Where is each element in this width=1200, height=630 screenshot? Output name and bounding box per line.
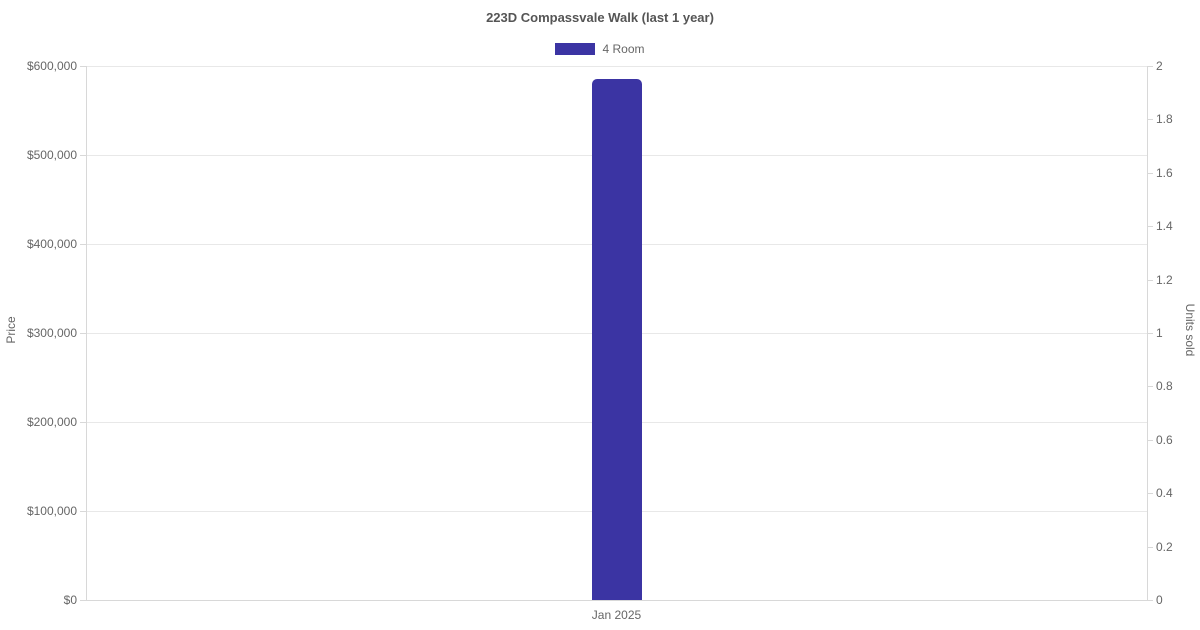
price-tick-label: $400,000 — [26, 237, 77, 251]
units-tick-label: 1.6 — [1156, 165, 1173, 180]
units-tick-mark — [1147, 600, 1153, 601]
price-tick-mark — [80, 511, 86, 512]
y-gridline — [86, 66, 1147, 67]
price-tick-mark — [80, 600, 86, 601]
price-tick-mark — [80, 333, 86, 334]
price-tick-label: $500,000 — [26, 148, 77, 162]
units-tick-mark — [1147, 226, 1153, 228]
legend-label-4-room: 4 Room — [602, 42, 645, 56]
units-tick-label: 1.2 — [1156, 272, 1173, 287]
units-tick-mark — [1147, 546, 1153, 548]
units-tick-mark — [1147, 66, 1153, 67]
chart-title: 223D Compassvale Walk (last 1 year) — [486, 10, 714, 25]
price-tick-mark — [80, 422, 86, 423]
price-tick-label: $200,000 — [26, 415, 77, 429]
units-tick-mark — [1147, 493, 1153, 495]
price-tick-label: $100,000 — [26, 504, 77, 518]
legend-swatch-4-room — [555, 43, 596, 55]
chart-legend: 4 Room — [0, 42, 1200, 56]
units-tick-label: 1.8 — [1156, 112, 1173, 127]
x-axis-line — [86, 600, 1148, 601]
legend-item-4-room[interactable]: 4 Room — [555, 42, 645, 56]
units-tick-label: 0 — [1156, 593, 1163, 607]
y-axis-line — [86, 66, 87, 600]
units-tick-mark — [1147, 439, 1153, 441]
units-tick-label: 0.2 — [1156, 539, 1173, 554]
units-tick-label: 1.4 — [1156, 219, 1173, 234]
units-tick-label: 2 — [1156, 59, 1163, 73]
units-axis-line — [1147, 66, 1148, 600]
price-tick-mark — [80, 155, 86, 156]
price-tick-label: $0 — [63, 593, 77, 607]
units-tick-label: 1 — [1156, 326, 1163, 340]
units-tick-label: 0.4 — [1156, 486, 1173, 501]
price-tick-label: $300,000 — [26, 326, 77, 340]
price-tick-mark — [80, 244, 86, 245]
units-tick-mark — [1147, 386, 1153, 388]
units-tick-label: 0.8 — [1156, 379, 1173, 394]
units-tick-mark — [1147, 279, 1153, 281]
x-tick-label-jan-2025: Jan 2025 — [591, 608, 642, 622]
bar-jan-2025[interactable] — [592, 79, 642, 600]
price-tick-label: $600,000 — [26, 59, 77, 73]
units-tick-label: 0.6 — [1156, 432, 1173, 447]
units-tick-mark — [1147, 119, 1153, 121]
units-tick-mark — [1147, 172, 1153, 174]
units-axis-title: Units sold — [1183, 303, 1197, 357]
units-tick-mark — [1147, 333, 1153, 334]
price-tick-mark — [80, 66, 86, 67]
